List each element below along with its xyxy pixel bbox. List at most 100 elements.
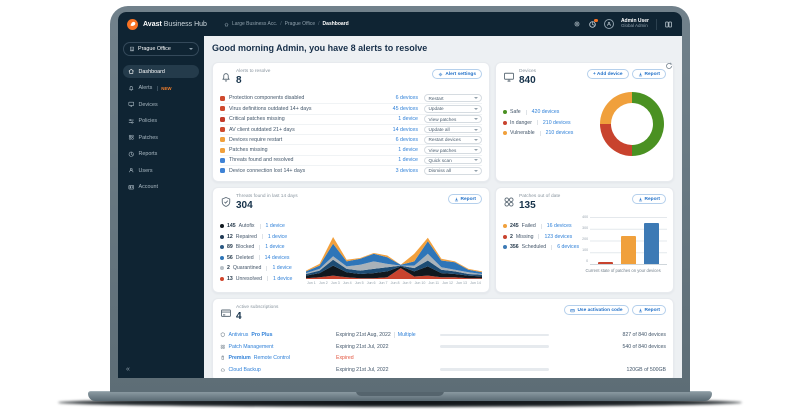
refresh-icon[interactable]: [665, 57, 673, 75]
alert-row: Threats found and resolved 1 device Quic…: [220, 154, 482, 165]
legend-value-link[interactable]: 210 devices: [545, 130, 574, 137]
breadcrumb-account[interactable]: Large Business Acc.: [231, 21, 278, 27]
legend-value-link[interactable]: 1 device: [265, 223, 285, 230]
alert-devices-link[interactable]: 6 devices: [395, 136, 418, 143]
legend-value-link[interactable]: 1 device: [265, 244, 285, 251]
alert-settings-button[interactable]: Alert settings: [432, 69, 482, 79]
sidebar-item-alerts[interactable]: Alerts NEW: [123, 82, 199, 95]
threats-report-button[interactable]: Report: [447, 194, 482, 205]
alert-devices-link[interactable]: 3 devices: [395, 167, 418, 174]
legend-value-link[interactable]: 16 devices: [546, 223, 572, 230]
id-card-icon: [128, 184, 134, 190]
use-activation-code-button[interactable]: Use activation code: [564, 305, 629, 316]
legend-value-link[interactable]: 210 devices: [542, 119, 571, 126]
area-series-autofix: [306, 265, 482, 279]
threats-card-header: Threats found in last 14 days 304 Report: [220, 194, 482, 213]
alert-action-label: Dismiss all: [428, 168, 451, 174]
alert-devices-link[interactable]: 45 devices: [392, 105, 418, 112]
alert-action-select[interactable]: View patches: [424, 115, 482, 124]
sidebar-item-dashboard[interactable]: Dashboard: [123, 65, 199, 78]
legend-item: In danger 210 devices: [503, 120, 573, 126]
site-selector[interactable]: Prague Office: [123, 42, 199, 56]
alert-row: Protection components disabled 6 devices…: [220, 93, 482, 103]
x-tick-label: Jun 2: [318, 281, 328, 286]
download-icon: [638, 308, 642, 313]
expiry-text: Expiring 21st Aug, 2022: [336, 332, 391, 339]
report-label: Report: [460, 196, 476, 202]
notification-dot: [594, 18, 598, 22]
settings-gear-icon[interactable]: [573, 20, 581, 28]
alert-action-select[interactable]: Update: [424, 105, 482, 113]
legend-value-link[interactable]: 420 devices: [531, 109, 560, 116]
app-window: Avast Business Hub Large Business Acc. /…: [118, 12, 682, 378]
alert-devices-link[interactable]: 14 devices: [392, 126, 418, 133]
threats-area-chart: Jun 1 Jun 2 Jun 3 Jun 4 Jun 5 Jun 6 Jun 7 Jun 8…: [306, 217, 482, 286]
legend-item: 56 Deleted 14 devices: [220, 255, 306, 261]
legend-value-link[interactable]: 1 device: [267, 233, 288, 240]
alert-devices-link[interactable]: 6 devices: [395, 95, 418, 102]
subscriptions-report-button[interactable]: Report: [631, 305, 666, 316]
legend-item: Safe 420 devices: [503, 109, 573, 115]
alert-action-select[interactable]: Quick scan: [424, 156, 482, 165]
sidebar-item-label: Reports: [138, 151, 158, 157]
sidebar-item-policies[interactable]: Policies: [123, 115, 199, 128]
breadcrumb-site[interactable]: Prague Office: [284, 21, 316, 27]
home-icon: [128, 69, 134, 74]
alert-devices-link[interactable]: 1 device: [398, 116, 418, 123]
sidebar-item-patches[interactable]: Patches: [123, 131, 199, 144]
legend-value-link[interactable]: 6 devices: [557, 244, 580, 251]
sidebar-item-account[interactable]: Account: [123, 181, 199, 194]
chevron-down-icon: [473, 138, 478, 141]
alert-name: AV client outdated 21+ days: [229, 126, 295, 133]
subscription-name-link[interactable]: Cloud Backup: [220, 367, 336, 373]
alert-action-label: View patches: [428, 116, 457, 122]
sidebar-collapse-button[interactable]: «: [126, 366, 130, 373]
apps-icon[interactable]: [664, 20, 673, 29]
alert-row: Patches missing 1 device View patches: [220, 144, 482, 155]
alert-action-select[interactable]: Update all: [424, 125, 482, 134]
legend-value-link[interactable]: 14 devices: [264, 254, 290, 261]
cloud-icon: [220, 368, 225, 372]
sidebar-item-devices[interactable]: Devices: [123, 98, 199, 111]
devices-donut-ring: [600, 92, 664, 156]
alert-action-select[interactable]: Restart devices: [424, 135, 482, 144]
building-icon: [130, 46, 134, 52]
subscription-name-link[interactable]: Antivirus Pro Plus: [220, 332, 336, 338]
avatar[interactable]: [603, 19, 614, 29]
multiple-link[interactable]: Multiple: [393, 332, 416, 339]
subscription-name-bold: Pro Plus: [251, 332, 273, 339]
devices-report-button[interactable]: Report: [631, 69, 666, 79]
chevron-down-icon: [473, 107, 478, 110]
alert-devices-link[interactable]: 1 device: [398, 157, 418, 164]
subscription-name-link[interactable]: Premium Remote Control: [220, 355, 336, 361]
subscription-name-link[interactable]: Patch Management: [220, 344, 336, 350]
notifications-icon[interactable]: [588, 18, 598, 29]
alert-action-select[interactable]: View patches: [424, 146, 482, 155]
legend-label: Autofix: [238, 223, 255, 230]
alert-action-select[interactable]: Dismiss all: [424, 166, 482, 175]
alert-action-label: Update all: [428, 127, 450, 133]
sidebar-item-label: Account: [138, 184, 158, 190]
topbar-divider: [656, 18, 657, 30]
sidebar-item-reports[interactable]: Reports: [123, 148, 199, 161]
sidebar-item-users[interactable]: Users: [123, 164, 199, 177]
legend-item: 2 Missing 123 devices: [503, 234, 579, 240]
add-device-button[interactable]: + Add device: [586, 69, 629, 79]
patches-bar-chart: 400 300 200 100 0 Current state of patches o…: [579, 215, 668, 273]
patches-report-button[interactable]: Report: [631, 194, 666, 205]
user-menu[interactable]: Admin User Global Admin: [621, 18, 649, 29]
area-series-deleted: [306, 241, 482, 275]
devices-card-header: Devices 840 + Add device Report: [503, 69, 666, 88]
bar-scheduled: [644, 222, 660, 265]
legend-count: 56: [227, 254, 233, 261]
legend-value-link[interactable]: 1 device: [273, 275, 293, 282]
legend-label: Blocked: [235, 244, 255, 251]
legend-value-link[interactable]: 1 device: [272, 265, 292, 272]
alert-action-select[interactable]: Restart: [424, 94, 482, 103]
alert-devices-link[interactable]: 1 device: [398, 147, 418, 154]
legend-value-link[interactable]: 123 devices: [544, 233, 573, 240]
x-tick-label: Jun 11: [428, 281, 440, 286]
legend-item: 12 Repaired 1 device: [220, 234, 306, 240]
alert-severity-icon: [220, 137, 225, 143]
legend-label: Safe: [510, 109, 521, 116]
